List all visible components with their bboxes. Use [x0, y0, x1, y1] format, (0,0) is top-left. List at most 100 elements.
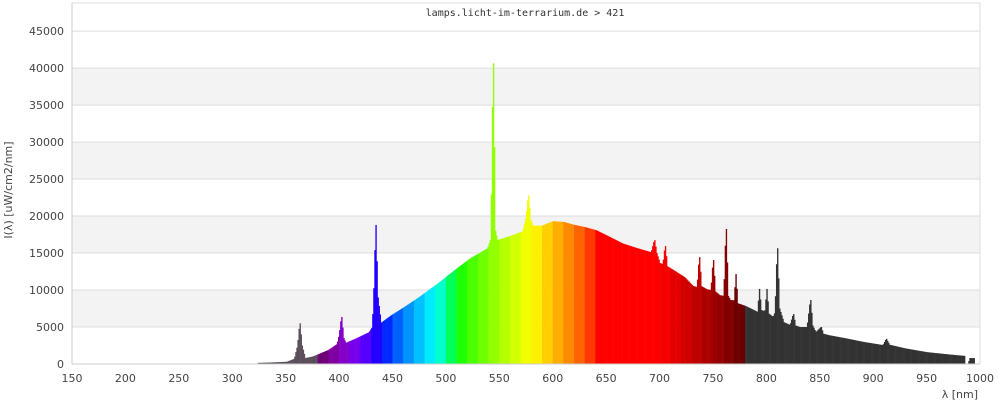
- spectrum-bar: [582, 226, 584, 364]
- spectrum-bar: [336, 341, 339, 364]
- spectrum-bar: [276, 362, 278, 364]
- spectrum-bar: [311, 356, 313, 364]
- spectrum-bar: [909, 349, 911, 364]
- spectrum-bar: [677, 273, 680, 364]
- spectrum-bar: [790, 319, 793, 364]
- spectrum-bar: [940, 353, 942, 364]
- spectrum-bar: [375, 224, 377, 364]
- spectrum-bar: [957, 355, 959, 364]
- spectrum-bar: [872, 343, 874, 364]
- spectrum-bar: [963, 355, 966, 364]
- spectrum-bar: [561, 221, 563, 364]
- spectrum-bar: [346, 342, 348, 364]
- spectrum-bar: [589, 228, 591, 364]
- x-tick-label: 900: [863, 372, 884, 385]
- spectrum-bar: [944, 354, 947, 364]
- spectrum-bar: [631, 246, 634, 364]
- spectrum-bar: [787, 324, 790, 364]
- spectrum-bar: [420, 295, 422, 364]
- spectrum-bar: [421, 295, 423, 364]
- spectrum-bar: [482, 251, 484, 364]
- spectrum-bar: [551, 221, 554, 364]
- spectrum-bar: [578, 225, 580, 364]
- spectrum-bar: [828, 335, 830, 364]
- spectrum-bar: [769, 314, 771, 364]
- spectrum-bar: [527, 200, 529, 364]
- spectrum-bar: [659, 263, 661, 364]
- spectrum-bar: [728, 297, 731, 364]
- spectrum-bar: [898, 346, 901, 364]
- spectrum-bar: [362, 335, 364, 364]
- spectrum-bar: [377, 297, 379, 364]
- spectrum-bar: [946, 354, 949, 364]
- spectrum-bar: [361, 335, 363, 364]
- spectrum-bar: [307, 357, 309, 364]
- spectrum-bar: [585, 227, 588, 364]
- spectrum-bar: [289, 360, 292, 364]
- spectrum-bar: [340, 321, 342, 364]
- spectrum-bar: [468, 259, 470, 364]
- spectrum-bar: [836, 336, 839, 364]
- spectrum-bar: [749, 308, 751, 364]
- x-tick-label: 800: [756, 372, 777, 385]
- spectrum-bar: [681, 275, 684, 364]
- spectrum-bar: [793, 314, 795, 364]
- spectrum-bar: [517, 233, 519, 364]
- spectrum-bar: [516, 233, 518, 364]
- spectrum-bar: [520, 231, 523, 364]
- spectrum-bar: [446, 275, 449, 364]
- spectrum-bar: [676, 272, 678, 364]
- spectrum-bar: [805, 327, 808, 364]
- spectrum-bar: [401, 308, 403, 364]
- spectrum-bar: [955, 355, 957, 364]
- spectrum-bar: [712, 260, 715, 364]
- spectrum-bar: [529, 207, 531, 364]
- spectrum-bar: [962, 355, 965, 364]
- spectrum-bar: [695, 286, 698, 364]
- spectrum-bar: [316, 354, 318, 364]
- spectrum-bar: [438, 282, 440, 364]
- spectrum-bar: [780, 311, 782, 364]
- spectrum-bar: [489, 239, 492, 364]
- spectrum-bar: [715, 291, 717, 364]
- spectrum-bar: [296, 347, 298, 364]
- spectrum-bar: [669, 267, 671, 364]
- spectrum-bar: [907, 348, 909, 364]
- spectrum-bar: [465, 261, 467, 364]
- spectrum-bar: [753, 310, 755, 364]
- spectrum-bar: [422, 294, 424, 364]
- spectrum-bar: [412, 300, 415, 364]
- spectrum-bar: [370, 329, 372, 364]
- spectrum-bar: [620, 242, 622, 364]
- spectrum-bar: [719, 295, 721, 364]
- spectrum-bar: [638, 248, 640, 364]
- spectrum-bar: [497, 239, 499, 364]
- spectrum-bar: [824, 333, 826, 364]
- spectrum-bar: [829, 335, 831, 364]
- y-tick-label: 20000: [29, 210, 64, 223]
- spectrum-bar: [908, 349, 910, 364]
- spectrum-bar: [958, 355, 961, 364]
- spectrum-bar: [284, 361, 286, 364]
- spectrum-bar: [772, 315, 775, 364]
- spectrum-bar: [441, 280, 443, 364]
- spectrum-bar: [371, 327, 373, 364]
- spectrum-bar: [895, 346, 897, 364]
- spectrum-bar: [775, 264, 778, 364]
- spectrum-bar: [459, 265, 462, 364]
- spectrum-bar: [925, 351, 927, 364]
- spectrum-bar: [452, 271, 454, 364]
- spectrum-bar: [941, 353, 943, 364]
- spectrum-bar: [356, 338, 358, 364]
- spectrum-bar: [932, 352, 935, 364]
- spectrum-bar: [640, 249, 642, 364]
- spectrum-bar: [326, 350, 328, 364]
- spectrum-bar: [890, 345, 892, 364]
- spectrum-bar: [342, 327, 344, 364]
- spectrum-bar: [470, 257, 472, 364]
- spectrum-bar: [262, 362, 264, 364]
- spectrum-bar: [788, 324, 791, 364]
- spectrum-bar: [733, 300, 735, 364]
- spectrum-bar: [800, 327, 802, 364]
- spectrum-bar: [577, 225, 579, 364]
